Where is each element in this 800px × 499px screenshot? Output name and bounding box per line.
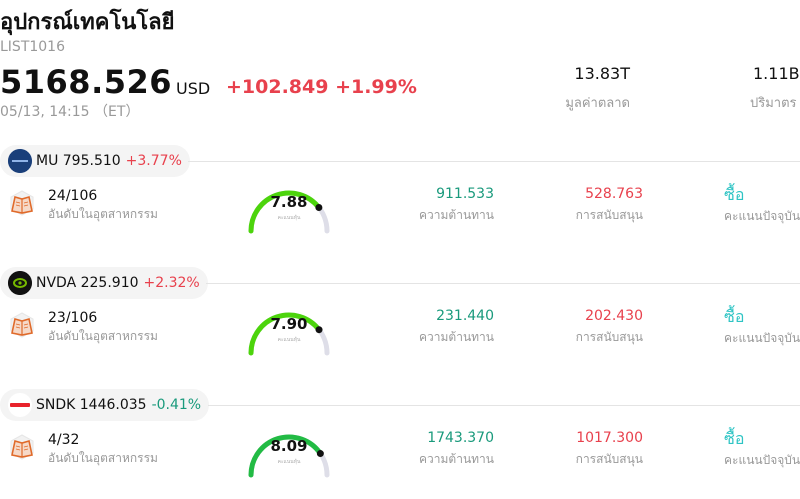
stock-change: +3.77%	[125, 153, 182, 169]
resistance-label: ความต้านทาน	[419, 330, 494, 344]
stock-card[interactable]: NVDA 225.910 +2.32% 23/106 อันดับในอุตสา…	[0, 267, 800, 389]
rating-value: ซื้อ	[724, 307, 745, 326]
currency-label: USD	[176, 79, 211, 98]
rank-book-icon	[10, 190, 34, 216]
stock-score: 8.09	[270, 437, 308, 455]
rating-value: ซื้อ	[724, 185, 745, 204]
score-gauge: 8.09 คะแนนหุ้น	[245, 423, 335, 479]
stock-ticker-price: MU 795.510	[36, 153, 121, 169]
support-label: การสนับสนุน	[575, 208, 643, 222]
market-cap-value: 13.83T	[574, 64, 630, 83]
rank-book-icon	[10, 312, 34, 338]
sector-code: LIST1016	[0, 39, 65, 55]
stock-chip[interactable]: SNDK 1446.035 -0.41%	[0, 389, 210, 421]
stock-change: +2.32%	[143, 275, 200, 291]
rank-book-icon	[10, 434, 34, 460]
score-gauge: 7.90 คะแนนหุ้น	[245, 301, 335, 357]
industry-rank: 24/106	[48, 188, 98, 204]
stock-change: -0.41%	[151, 397, 202, 413]
update-time: 05/13, 14:15 （ET）	[0, 104, 140, 120]
stock-chip[interactable]: MU 795.510 +3.77%	[0, 145, 190, 177]
stock-ticker-price: SNDK 1446.035	[36, 397, 147, 413]
industry-rank: 23/106	[48, 310, 98, 326]
rating-value: ซื้อ	[724, 429, 745, 448]
volume-label: ปริมาตร	[750, 96, 797, 111]
industry-rank-label: อันดับในอุตสาหกรรม	[48, 329, 158, 343]
resistance-value: 231.440	[436, 308, 494, 324]
sector-price: 5168.526	[0, 63, 173, 101]
resistance-label: ความต้านทาน	[419, 208, 494, 222]
industry-rank: 4/32	[48, 432, 80, 448]
resistance-value: 1743.370	[427, 430, 494, 446]
support-label: การสนับสนุน	[575, 452, 643, 466]
resistance-label: ความต้านทาน	[419, 452, 494, 466]
micron-logo-icon	[8, 149, 32, 173]
volume-value: 1.11B	[753, 64, 800, 83]
support-value: 528.763	[585, 186, 643, 202]
stock-card[interactable]: SNDK 1446.035 -0.41% 4/32 อันดับในอุตสาห…	[0, 389, 800, 499]
row-divider	[208, 405, 800, 406]
industry-rank-label: อันดับในอุตสาหกรรม	[48, 207, 158, 221]
stock-chip[interactable]: NVDA 225.910 +2.32%	[0, 267, 208, 299]
stock-score-label: คะแนนหุ้น	[277, 215, 301, 221]
resistance-value: 911.533	[436, 186, 494, 202]
stock-score-label: คะแนนหุ้น	[277, 459, 301, 465]
market-cap-label: มูลค่าตลาด	[565, 96, 630, 111]
support-label: การสนับสนุน	[575, 330, 643, 344]
stock-score: 7.88	[270, 193, 308, 211]
price-change: +102.849 +1.99%	[226, 76, 417, 98]
support-value: 1017.300	[576, 430, 643, 446]
row-divider	[206, 283, 800, 284]
stock-card[interactable]: MU 795.510 +3.77% 24/106 อันดับในอุตสาหก…	[0, 145, 800, 267]
row-divider	[188, 161, 800, 162]
rating-label: คะแนนปัจจุบัน	[724, 209, 800, 223]
sandisk-logo-icon	[8, 393, 32, 417]
rating-label: คะแนนปัจจุบัน	[724, 453, 800, 467]
sector-title: อุปกรณ์เทคโนโลยี	[0, 10, 175, 35]
stock-score: 7.90	[270, 315, 308, 333]
stock-ticker-price: NVDA 225.910	[36, 275, 139, 291]
rating-label: คะแนนปัจจุบัน	[724, 331, 800, 345]
stock-score-label: คะแนนหุ้น	[277, 337, 301, 343]
score-gauge: 7.88 คะแนนหุ้น	[245, 179, 335, 235]
nvidia-logo-icon	[8, 271, 32, 295]
industry-rank-label: อันดับในอุตสาหกรรม	[48, 451, 158, 465]
support-value: 202.430	[585, 308, 643, 324]
